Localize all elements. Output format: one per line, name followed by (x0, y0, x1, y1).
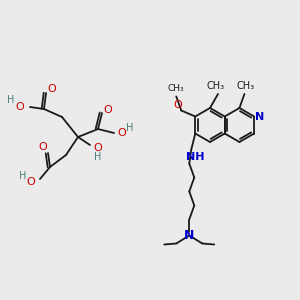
Text: H: H (7, 95, 15, 105)
Text: O: O (173, 100, 182, 110)
Text: N: N (184, 229, 194, 242)
Text: O: O (16, 102, 24, 112)
Text: O: O (103, 105, 112, 115)
Text: H: H (94, 152, 102, 162)
Text: CH₃: CH₃ (236, 81, 254, 91)
Text: O: O (39, 142, 47, 152)
Text: O: O (118, 128, 126, 138)
Text: O: O (48, 84, 56, 94)
Text: CH₃: CH₃ (207, 81, 225, 91)
Text: O: O (94, 143, 102, 153)
Text: NH: NH (186, 152, 205, 161)
Text: N: N (254, 112, 264, 122)
Text: CH₃: CH₃ (168, 84, 184, 93)
Text: H: H (126, 123, 134, 133)
Text: H: H (19, 171, 27, 181)
Text: O: O (27, 177, 35, 187)
